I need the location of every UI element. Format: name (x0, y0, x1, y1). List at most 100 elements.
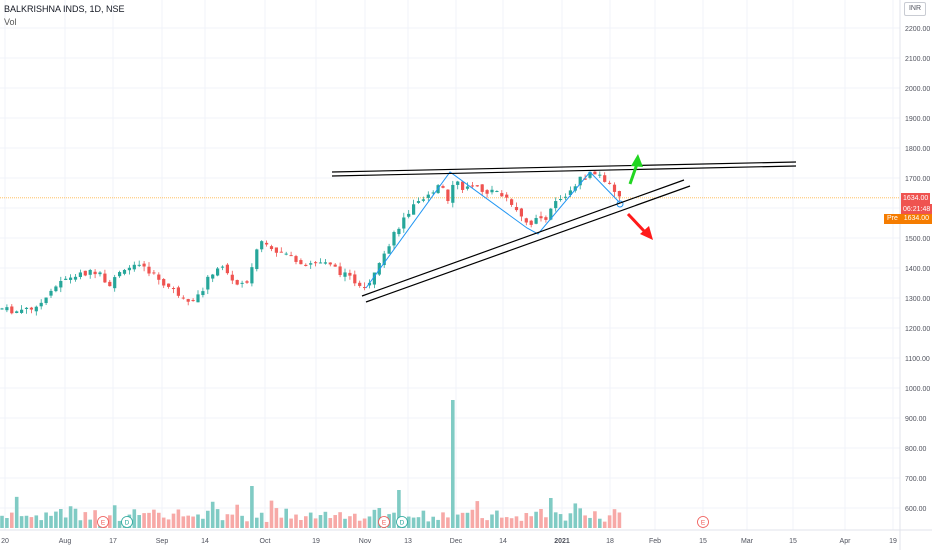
candle-body (142, 263, 146, 267)
candle-body (392, 232, 396, 246)
candle-body (426, 194, 430, 198)
candle-body (83, 270, 87, 276)
candle-body (407, 213, 411, 217)
volume-bar (68, 506, 73, 528)
volume-bar (112, 505, 117, 528)
candle-body (235, 280, 239, 285)
candle-body (588, 171, 592, 178)
volume-bar (392, 512, 396, 528)
zigzag-line (365, 171, 621, 289)
candle-body (29, 307, 33, 310)
volume-bar (34, 515, 39, 528)
earnings-marker-label: E (101, 520, 106, 527)
volume-bar (181, 516, 186, 528)
time-label: 18 (606, 538, 614, 545)
price-label: 2100.00 (905, 56, 930, 63)
candle-body (416, 201, 421, 203)
candle-body (93, 271, 97, 275)
volume-bar (44, 512, 48, 528)
volume-bar (436, 519, 440, 528)
volume-bar (284, 508, 288, 528)
candle-body (274, 247, 278, 253)
volume-bar (602, 521, 607, 528)
candle-body (15, 311, 19, 314)
candle-body (137, 264, 141, 266)
candlesticks (0, 170, 621, 316)
candle-body (132, 264, 136, 270)
candle-body (573, 186, 577, 191)
candle-body (397, 228, 401, 235)
trendline-drawings[interactable] (331, 161, 797, 303)
candle-body (44, 297, 48, 304)
volume-bar (250, 486, 254, 528)
volume-bar (274, 508, 279, 528)
price-scale[interactable]: 2200.00 2100.00 2000.00 1900.00 1800.00 1700.… (899, 0, 930, 550)
candle-body (333, 264, 337, 267)
volume-bar (426, 521, 431, 528)
volume-bar (313, 518, 318, 528)
candle-body (549, 208, 553, 220)
time-scale[interactable]: 20 Aug 17 Sep 14 Oct 19 Nov 13 Dec 14 2021 18 Feb 15 Ma… (0, 529, 932, 545)
volume-bar (78, 520, 83, 528)
volume-bar (201, 518, 205, 528)
volume-bar (294, 514, 298, 528)
volume-bar (279, 517, 284, 528)
candle-body (348, 272, 352, 276)
volume-bar (411, 517, 416, 528)
candle-body (603, 175, 607, 182)
volume-bar (607, 515, 612, 528)
zigzag-pattern-drawing[interactable] (365, 171, 624, 289)
volume-bar (5, 518, 9, 528)
candle-body (500, 193, 504, 197)
volume-bar (343, 518, 347, 528)
currency-button[interactable]: INR (904, 2, 926, 16)
support-line-top (361, 179, 685, 297)
candle-body (206, 276, 210, 290)
volume-bar (598, 518, 602, 528)
candle-body (583, 178, 587, 180)
volume-bar (460, 512, 465, 528)
volume-bar (451, 400, 455, 528)
volume-legend[interactable]: Vol (4, 17, 17, 27)
volume-bar (39, 520, 43, 528)
volume-bar (397, 490, 401, 528)
candle-body (191, 300, 195, 302)
volume-bar (431, 516, 435, 528)
volume-bar (10, 512, 14, 528)
time-label: Mar (741, 538, 754, 545)
dividend-marker-label: D (400, 520, 405, 527)
candle-body (167, 283, 171, 287)
volume-bar (93, 510, 97, 528)
volume-bar (612, 509, 617, 528)
volume-bar (176, 509, 181, 528)
volume-bar (264, 521, 269, 528)
volume-bar (19, 516, 24, 528)
candle-body (382, 253, 386, 266)
candle-body (534, 218, 538, 224)
volume-bar (593, 511, 597, 528)
volume-bar (475, 501, 480, 528)
volume-bar (568, 513, 573, 528)
arrow-drawings[interactable] (626, 154, 653, 240)
candle-body (127, 267, 131, 271)
candle-body (201, 291, 205, 296)
volume-bar (235, 504, 239, 528)
volume-bar (529, 516, 533, 528)
volume-bar (108, 515, 112, 528)
price-label: 2000.00 (905, 86, 930, 93)
volume-bar (544, 517, 548, 528)
symbol-title[interactable]: BALKRISHNA INDS, 1D, NSE (4, 4, 125, 14)
candle-body (225, 264, 229, 274)
candle-body (304, 264, 308, 266)
candle-body (470, 185, 474, 187)
volume-bar (470, 509, 475, 528)
volume-bar (534, 511, 538, 528)
pre-price: 1634.00 (903, 215, 929, 222)
candle-body (176, 287, 180, 296)
time-label: 17 (109, 538, 117, 545)
candle-body (20, 309, 24, 313)
volume-bar (323, 511, 328, 528)
